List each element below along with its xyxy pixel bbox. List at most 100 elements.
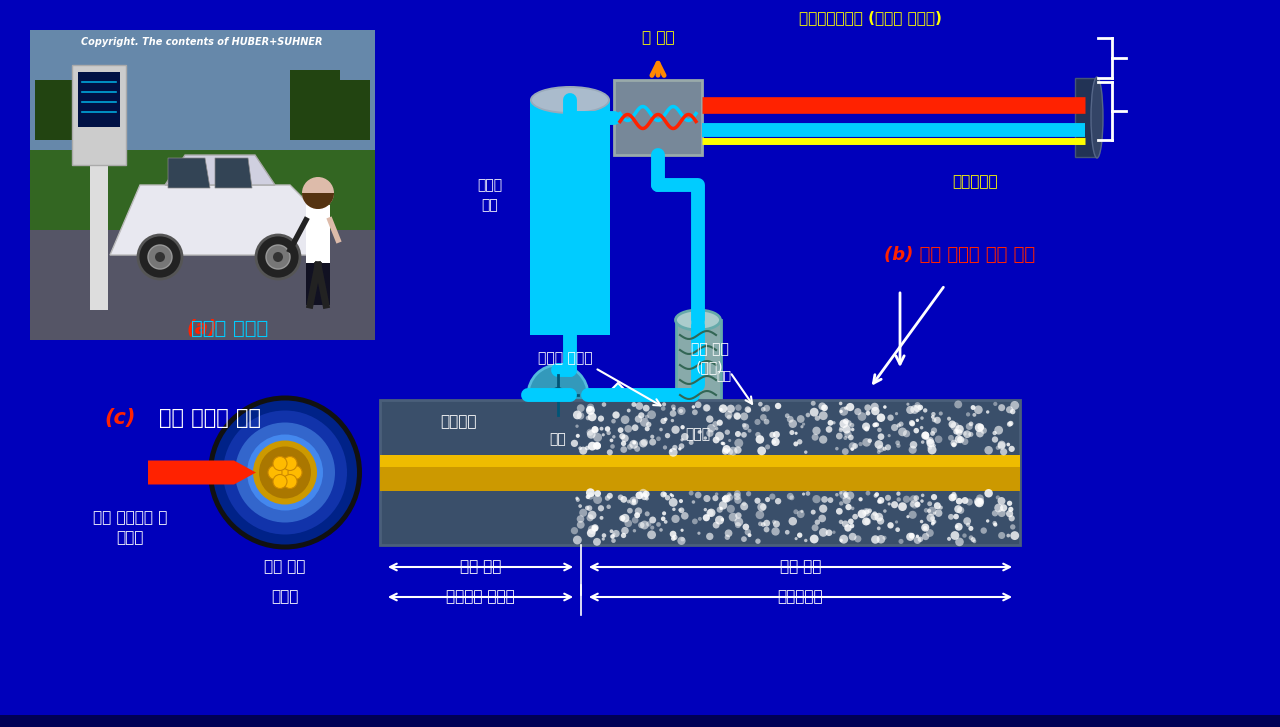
Circle shape: [273, 457, 287, 470]
Circle shape: [909, 533, 915, 539]
Circle shape: [630, 440, 639, 449]
Bar: [29, 230, 375, 340]
Circle shape: [832, 421, 836, 425]
Ellipse shape: [676, 400, 721, 420]
Circle shape: [955, 505, 963, 513]
Circle shape: [910, 502, 915, 507]
Polygon shape: [165, 155, 275, 185]
Circle shape: [672, 507, 676, 511]
Circle shape: [724, 430, 730, 435]
Circle shape: [635, 402, 643, 410]
Circle shape: [1006, 443, 1010, 446]
Circle shape: [627, 444, 632, 450]
Circle shape: [858, 412, 867, 421]
Circle shape: [259, 446, 311, 499]
Circle shape: [645, 426, 650, 431]
Circle shape: [865, 491, 870, 496]
Circle shape: [850, 423, 854, 427]
Circle shape: [822, 496, 828, 503]
Circle shape: [645, 511, 650, 516]
Circle shape: [844, 492, 847, 497]
Circle shape: [677, 537, 686, 545]
Circle shape: [591, 526, 598, 531]
Circle shape: [668, 448, 677, 457]
Circle shape: [931, 494, 937, 500]
Circle shape: [692, 409, 698, 415]
Circle shape: [691, 500, 695, 504]
Circle shape: [813, 427, 820, 435]
Ellipse shape: [532, 88, 608, 112]
Circle shape: [640, 521, 649, 529]
Circle shape: [580, 509, 588, 517]
Circle shape: [586, 406, 595, 415]
Circle shape: [707, 415, 713, 423]
Circle shape: [722, 496, 728, 502]
Circle shape: [872, 407, 879, 415]
Circle shape: [704, 508, 707, 511]
Circle shape: [787, 493, 794, 499]
Circle shape: [236, 422, 335, 523]
Circle shape: [850, 525, 854, 529]
Circle shape: [576, 434, 580, 438]
Circle shape: [671, 536, 676, 541]
Text: 기포 유동: 기포 유동: [780, 560, 822, 574]
Circle shape: [963, 431, 966, 435]
Wedge shape: [302, 193, 334, 209]
Circle shape: [669, 531, 676, 537]
Circle shape: [877, 445, 884, 452]
Circle shape: [800, 425, 804, 428]
Circle shape: [947, 537, 951, 541]
Circle shape: [660, 516, 666, 521]
Circle shape: [997, 441, 1006, 449]
Circle shape: [758, 446, 765, 455]
Circle shape: [663, 446, 667, 449]
Circle shape: [975, 423, 984, 432]
Circle shape: [840, 410, 842, 413]
Circle shape: [678, 409, 684, 413]
Circle shape: [698, 517, 701, 521]
Circle shape: [594, 443, 602, 449]
Circle shape: [649, 516, 657, 523]
Circle shape: [602, 433, 605, 436]
Circle shape: [978, 424, 984, 430]
Circle shape: [678, 508, 681, 512]
Circle shape: [993, 523, 997, 526]
Circle shape: [915, 534, 919, 538]
Text: 전기차 충전기: 전기차 충전기: [192, 318, 269, 337]
Circle shape: [818, 403, 826, 410]
Circle shape: [662, 511, 666, 515]
Bar: [70, 90, 100, 140]
Circle shape: [1009, 515, 1015, 521]
Circle shape: [704, 404, 710, 411]
Circle shape: [961, 497, 969, 504]
Circle shape: [923, 526, 928, 530]
Circle shape: [996, 495, 1000, 499]
Circle shape: [727, 492, 731, 497]
Circle shape: [947, 417, 951, 421]
Circle shape: [1006, 534, 1010, 537]
Circle shape: [1007, 501, 1012, 506]
Circle shape: [672, 515, 680, 523]
Text: 열전달: 열전달: [271, 590, 298, 604]
Circle shape: [728, 439, 731, 442]
Circle shape: [797, 510, 805, 518]
Circle shape: [273, 252, 283, 262]
Circle shape: [1006, 510, 1014, 518]
Circle shape: [733, 493, 741, 500]
Bar: [330, 80, 370, 140]
Circle shape: [797, 439, 803, 444]
Circle shape: [785, 414, 790, 418]
Text: 완충기: 완충기: [685, 427, 710, 441]
Circle shape: [977, 430, 984, 438]
Circle shape: [621, 441, 626, 446]
Circle shape: [692, 518, 698, 524]
Circle shape: [882, 447, 887, 451]
Text: 과냉각비등유동 (열전달 극대화): 과냉각비등유동 (열전달 극대화): [799, 10, 941, 25]
Circle shape: [573, 411, 582, 419]
Circle shape: [993, 402, 997, 406]
Circle shape: [773, 431, 780, 438]
Text: 강제대류 열전달: 강제대류 열전달: [447, 590, 515, 604]
Circle shape: [1009, 446, 1015, 452]
Circle shape: [719, 408, 723, 411]
Circle shape: [1000, 449, 1007, 455]
